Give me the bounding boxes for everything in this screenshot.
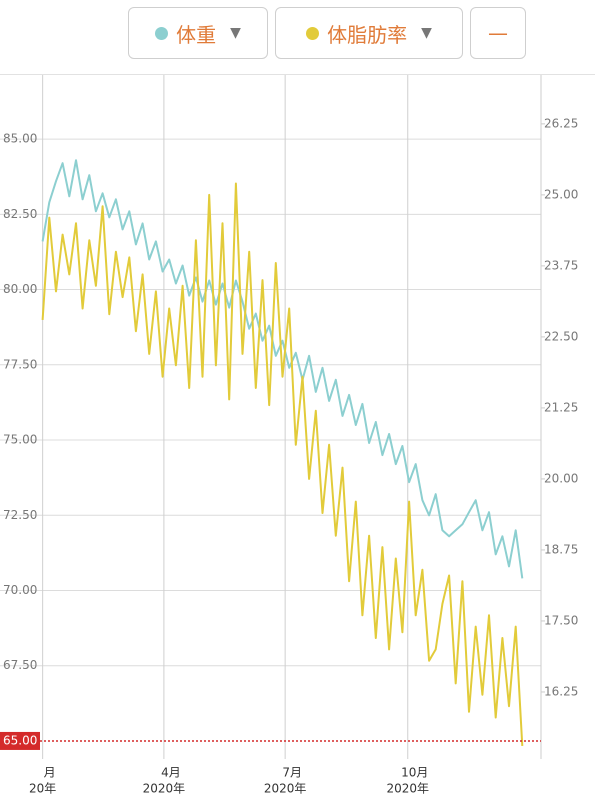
weight-toggle[interactable]: 体重 ▼ [128, 7, 268, 59]
y2-tick-label: 21.25 [544, 400, 578, 414]
y2-tick-label: 17.50 [544, 613, 578, 627]
y-tick-label: 80.00 [3, 282, 37, 296]
y2-tick-label: 22.50 [544, 329, 578, 343]
y-tick-label: 70.00 [3, 583, 37, 597]
y2-tick-label: 23.75 [544, 258, 578, 272]
y-tick-label: 82.50 [3, 207, 37, 221]
legend-dot [155, 26, 169, 40]
x-tick-year: 2020年 [264, 782, 307, 796]
reference-label: 65.00 [3, 733, 37, 747]
dropdown-caret: ▼ [421, 25, 432, 41]
y2-tick-label: 18.75 [544, 542, 578, 556]
x-tick-year: 2020年 [143, 782, 186, 796]
button-label: — [488, 21, 508, 45]
y2-tick-label: 25.00 [544, 187, 578, 201]
reference-label-box [0, 731, 40, 750]
y2-tick-label: 20.00 [544, 471, 578, 485]
x-tick-label: 7月 [282, 766, 302, 780]
fat-toggle[interactable]: 体脂肪率 ▼ [275, 7, 463, 59]
series-line [41, 182, 524, 746]
legend-label: 体脂肪率 [327, 22, 408, 47]
legend-dot [306, 26, 320, 40]
y2-tick-label: 26.25 [544, 116, 578, 130]
x-tick-label: 10月 [401, 766, 428, 780]
series-line [41, 159, 524, 579]
y-tick-label: 72.50 [3, 508, 37, 522]
y-tick-label: 67.50 [3, 658, 37, 672]
legend-label: 体重 [176, 22, 217, 47]
x-tick-label: 月 [44, 766, 56, 780]
x-tick-label: 4月 [161, 766, 181, 780]
x-tick-year: 20年 [29, 782, 56, 796]
x-tick-year: 2020年 [386, 782, 429, 796]
y-tick-label: 77.50 [3, 357, 37, 371]
collapse-button[interactable]: — [470, 7, 526, 59]
y-tick-label: 85.00 [3, 132, 37, 146]
dropdown-caret: ▼ [230, 25, 241, 41]
toolbar: 体重 ▼ 体脂肪率 ▼ — [0, 0, 595, 75]
y2-tick-label: 16.25 [544, 684, 578, 698]
y-tick-label: 75.00 [3, 433, 37, 447]
